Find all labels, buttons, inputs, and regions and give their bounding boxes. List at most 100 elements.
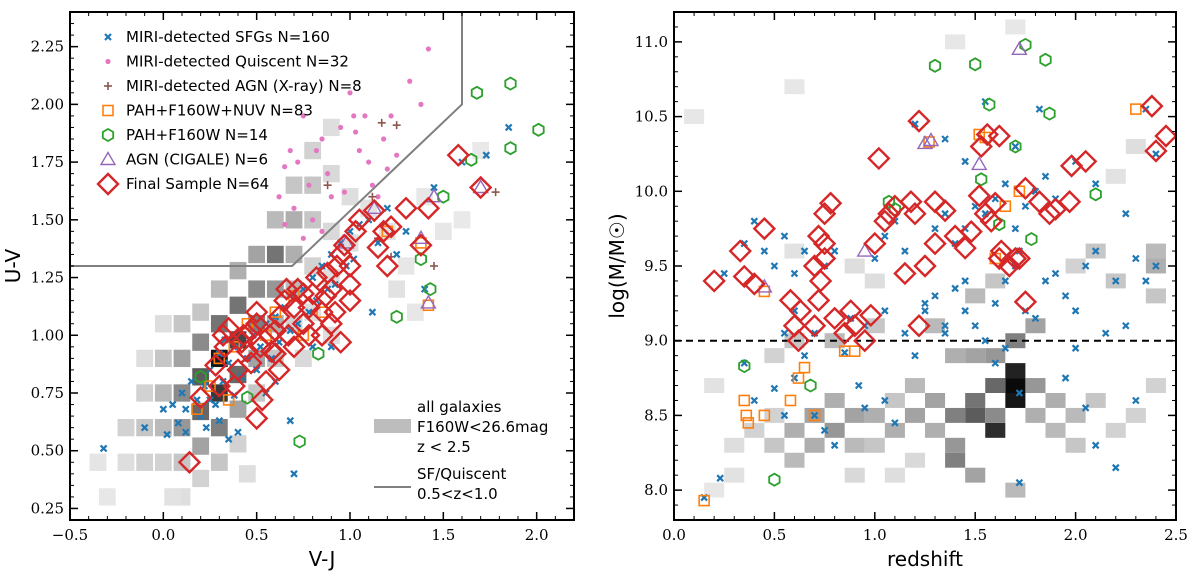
point-sfg bbox=[1122, 321, 1130, 330]
density-cell bbox=[985, 273, 1006, 289]
point-sfg-stroke-b bbox=[790, 374, 799, 382]
density-cell bbox=[945, 407, 966, 423]
point-sfg bbox=[951, 284, 959, 293]
point-sfg bbox=[504, 123, 513, 132]
density-cell bbox=[985, 407, 1006, 423]
point-sfg bbox=[1021, 202, 1030, 211]
point-final bbox=[267, 305, 291, 329]
point-sfg-stroke-b bbox=[891, 419, 899, 427]
point-sfg-stroke-b bbox=[810, 411, 819, 420]
legend-label-pah: PAH+F160W N=14 bbox=[126, 126, 268, 144]
legend-marker-final bbox=[96, 172, 120, 196]
point-sfg-stroke-b bbox=[991, 359, 1000, 367]
legend-label-agn_cigale: AGN (CIGALE) N=6 bbox=[126, 151, 268, 169]
point-sfg-stroke-b bbox=[780, 329, 789, 338]
point-sfg-stroke-b bbox=[1111, 277, 1120, 285]
point-quiescent bbox=[319, 136, 325, 142]
point-sfg bbox=[215, 416, 224, 425]
point-quiescent bbox=[300, 113, 306, 119]
point-sfg-stroke-b bbox=[830, 247, 839, 255]
point-final bbox=[371, 219, 396, 244]
point-sfg bbox=[931, 292, 939, 300]
point-sfg-stroke-b bbox=[1091, 180, 1100, 188]
point-sfg bbox=[830, 247, 839, 255]
point-pah_nuv bbox=[740, 409, 753, 422]
point-sfg-stroke-b bbox=[780, 411, 789, 420]
density-cell bbox=[192, 303, 210, 321]
point-final bbox=[933, 199, 957, 223]
point-quiescent bbox=[418, 101, 424, 107]
point-pah_nuv bbox=[228, 341, 241, 353]
density-cell bbox=[1065, 258, 1086, 274]
point-final bbox=[254, 369, 278, 394]
point-pah_nuv bbox=[269, 306, 282, 318]
point-final bbox=[873, 209, 897, 233]
point-final bbox=[1154, 124, 1176, 148]
point-final bbox=[328, 330, 353, 354]
point-final bbox=[235, 339, 260, 364]
point-agn_cigale bbox=[420, 294, 437, 309]
point-sfg-stroke-b bbox=[921, 307, 929, 315]
point-sfg-stroke-b bbox=[215, 416, 224, 425]
y-tick-label: 10.0 bbox=[635, 182, 668, 200]
density-cell bbox=[192, 437, 210, 455]
point-sfg bbox=[961, 307, 969, 315]
point-quiescent bbox=[351, 113, 357, 119]
density-cell bbox=[945, 348, 966, 364]
density-cell bbox=[1005, 19, 1026, 35]
density-cell bbox=[704, 378, 725, 393]
point-final bbox=[291, 282, 316, 306]
point-sfg bbox=[1081, 262, 1090, 270]
point-sfg-stroke-b bbox=[1011, 224, 1020, 233]
density-cell bbox=[985, 378, 1006, 393]
point-sfg bbox=[941, 321, 949, 330]
point-final bbox=[863, 231, 887, 256]
point-final bbox=[188, 385, 213, 410]
point-sfg-stroke-b bbox=[1091, 247, 1100, 255]
density-cell bbox=[210, 418, 228, 437]
point-sfg bbox=[181, 405, 190, 413]
density-cell bbox=[1065, 437, 1086, 453]
series-pah_nuv bbox=[698, 103, 1142, 507]
point-sfg-stroke-b bbox=[211, 400, 220, 409]
density-cell bbox=[824, 422, 845, 438]
density-cell bbox=[322, 118, 340, 137]
point-sfg bbox=[961, 277, 969, 285]
point-final bbox=[1037, 202, 1062, 226]
density-cell bbox=[965, 393, 986, 408]
point-sfg-stroke-b bbox=[820, 426, 829, 435]
point-pah bbox=[928, 58, 942, 73]
point-final bbox=[967, 184, 991, 208]
point-sfg bbox=[716, 474, 724, 482]
point-sfg bbox=[286, 416, 295, 425]
point-pah_nuv bbox=[808, 409, 821, 422]
point-quiescent bbox=[328, 194, 334, 200]
point-sfg-stroke-b bbox=[392, 250, 401, 259]
point-sfg bbox=[256, 343, 265, 351]
legend-lower-text: z < 2.5 bbox=[417, 438, 471, 456]
density-cell bbox=[985, 348, 1006, 364]
density-cell bbox=[388, 280, 406, 298]
point-sfg bbox=[1071, 307, 1080, 315]
point-final bbox=[244, 300, 269, 324]
point-sfg-stroke-b bbox=[163, 430, 171, 439]
point-sfg-stroke-b bbox=[1015, 389, 1024, 397]
density-histogram bbox=[684, 19, 1166, 498]
point-sfg bbox=[1152, 262, 1160, 270]
x-tick-label: −0.5 bbox=[52, 526, 88, 544]
point-sfg-stroke-b bbox=[770, 384, 779, 393]
point-pah bbox=[437, 189, 450, 204]
point-sfg-stroke-b bbox=[716, 474, 724, 482]
point-quiescent bbox=[384, 166, 390, 172]
point-final bbox=[416, 196, 441, 220]
density-cell bbox=[1005, 393, 1026, 408]
point-sfg bbox=[202, 423, 211, 432]
point-final bbox=[802, 314, 827, 338]
point-sfg bbox=[482, 151, 491, 159]
density-cell bbox=[724, 467, 745, 483]
density-cell bbox=[1105, 422, 1126, 438]
point-quiescent bbox=[295, 159, 301, 165]
point-final bbox=[1057, 190, 1082, 214]
point-quiescent bbox=[388, 113, 394, 119]
point-final bbox=[843, 314, 867, 338]
